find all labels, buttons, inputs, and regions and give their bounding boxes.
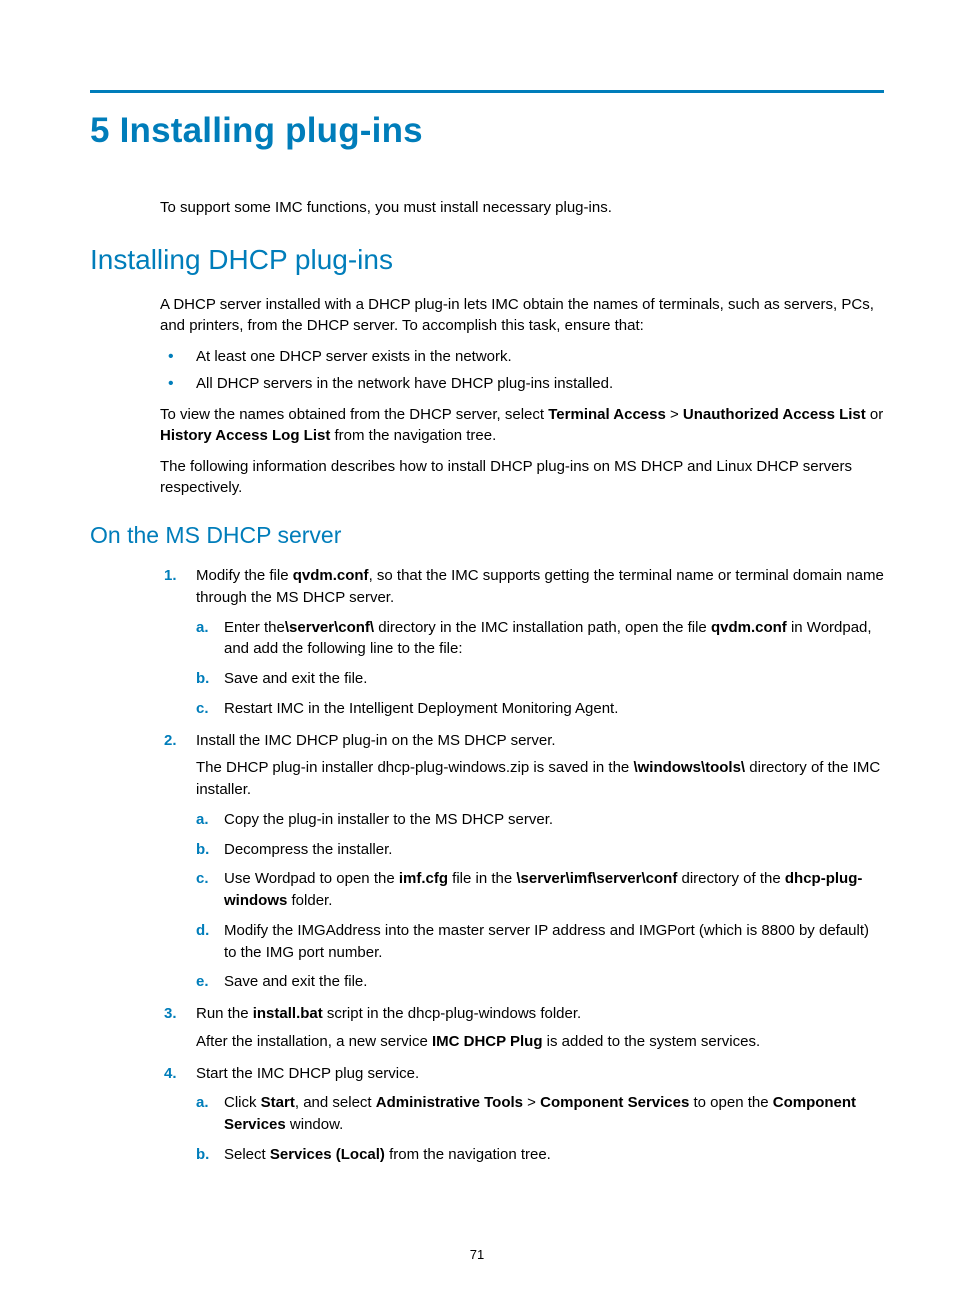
text-span: script in the dhcp-plug-windows folder. xyxy=(323,1005,581,1022)
text-span: is added to the system services. xyxy=(543,1033,761,1050)
chapter-title: 5 Installing plug-ins xyxy=(90,111,884,151)
bold-text: Services (Local) xyxy=(270,1146,385,1163)
text-span: directory in the IMC installation path, … xyxy=(374,619,711,636)
dhcp-para-3: The following information describes how … xyxy=(160,456,884,498)
text-span: Select xyxy=(224,1146,270,1163)
substep: Save and exit the file. xyxy=(196,971,884,993)
text-span: Run the xyxy=(196,1005,253,1022)
text-span: Install the IMC DHCP plug-in on the MS D… xyxy=(196,732,556,749)
text-span: , and select xyxy=(295,1094,376,1111)
top-horizontal-rule xyxy=(90,90,884,93)
section-ms-body: Modify the file qvdm.conf, so that the I… xyxy=(160,565,884,1166)
bold-text: qvdm.conf xyxy=(711,619,787,636)
bold-text: \windows\tools\ xyxy=(633,759,745,776)
text-span: The DHCP plug-in installer dhcp-plug-win… xyxy=(196,759,633,776)
bold-text: Component Services xyxy=(540,1094,689,1111)
substep: Click Start, and select Administrative T… xyxy=(196,1092,884,1136)
dhcp-para-1: A DHCP server installed with a DHCP plug… xyxy=(160,294,884,336)
text-span: Use Wordpad to open the xyxy=(224,870,399,887)
bold-text: Start xyxy=(261,1094,295,1111)
numbered-steps: Modify the file qvdm.conf, so that the I… xyxy=(160,565,884,1166)
text-span: folder. xyxy=(287,892,332,909)
text-span: window. xyxy=(286,1116,344,1133)
substep: Modify the IMGAddress into the master se… xyxy=(196,920,884,964)
substep: Decompress the installer. xyxy=(196,839,884,861)
substep: Copy the plug-in installer to the MS DHC… xyxy=(196,809,884,831)
step-1: Modify the file qvdm.conf, so that the I… xyxy=(160,565,884,720)
text-span: directory of the xyxy=(677,870,785,887)
text-span: Enter the xyxy=(224,619,285,636)
bold-text: imf.cfg xyxy=(399,870,448,887)
step-body: The DHCP plug-in installer dhcp-plug-win… xyxy=(196,757,884,801)
bold-text: History Access Log List xyxy=(160,427,330,444)
text-span: > xyxy=(523,1094,540,1111)
text-span: After the installation, a new service xyxy=(196,1033,432,1050)
text-span: from the navigation tree. xyxy=(330,427,496,444)
substep: Use Wordpad to open the imf.cfg file in … xyxy=(196,868,884,912)
substeps: Click Start, and select Administrative T… xyxy=(196,1092,884,1165)
substeps: Enter the\server\conf\ directory in the … xyxy=(196,617,884,720)
bold-text: qvdm.conf xyxy=(293,567,369,584)
bold-text: install.bat xyxy=(253,1005,323,1022)
step-2: Install the IMC DHCP plug-in on the MS D… xyxy=(160,730,884,994)
section-dhcp-body: A DHCP server installed with a DHCP plug… xyxy=(160,294,884,498)
bold-text: \server\imf\server\conf xyxy=(516,870,677,887)
substep: Enter the\server\conf\ directory in the … xyxy=(196,617,884,661)
text-span: to open the xyxy=(689,1094,772,1111)
bold-text: \server\conf\ xyxy=(285,619,374,636)
bold-text: Terminal Access xyxy=(548,406,666,423)
bold-text: Administrative Tools xyxy=(376,1094,523,1111)
text-span: Modify the file xyxy=(196,567,293,584)
text-span: To view the names obtained from the DHCP… xyxy=(160,406,548,423)
text-span: Start the IMC DHCP plug service. xyxy=(196,1065,419,1082)
substep: Select Services (Local) from the navigat… xyxy=(196,1144,884,1166)
text-span: from the navigation tree. xyxy=(385,1146,551,1163)
section-title-dhcp: Installing DHCP plug-ins xyxy=(90,244,884,276)
step-3: Run the install.bat script in the dhcp-p… xyxy=(160,1003,884,1053)
document-page: 5 Installing plug-ins To support some IM… xyxy=(0,0,954,1296)
text-span: > xyxy=(666,406,683,423)
text-span: Click xyxy=(224,1094,261,1111)
bold-text: IMC DHCP Plug xyxy=(432,1033,543,1050)
substeps: Copy the plug-in installer to the MS DHC… xyxy=(196,809,884,993)
text-span: file in the xyxy=(448,870,516,887)
page-number: 71 xyxy=(0,1247,954,1262)
step-body: After the installation, a new service IM… xyxy=(196,1031,884,1053)
dhcp-para-2: To view the names obtained from the DHCP… xyxy=(160,404,884,446)
dhcp-bullet-list: At least one DHCP server exists in the n… xyxy=(160,346,884,394)
step-4: Start the IMC DHCP plug service. Click S… xyxy=(160,1063,884,1166)
subsection-title-ms-dhcp: On the MS DHCP server xyxy=(90,522,884,549)
bullet-item: All DHCP servers in the network have DHC… xyxy=(160,373,884,394)
bullet-item: At least one DHCP server exists in the n… xyxy=(160,346,884,367)
bold-text: Unauthorized Access List xyxy=(683,406,866,423)
text-span: or xyxy=(866,406,884,423)
intro-paragraph: To support some IMC functions, you must … xyxy=(160,199,884,216)
substep: Restart IMC in the Intelligent Deploymen… xyxy=(196,698,884,720)
substep: Save and exit the file. xyxy=(196,668,884,690)
